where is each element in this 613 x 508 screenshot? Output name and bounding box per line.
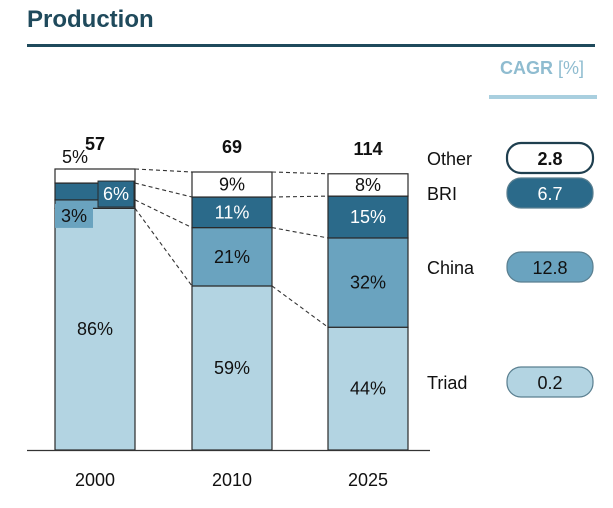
connector-2000-4	[134, 168, 193, 173]
legend-china: China	[427, 258, 475, 278]
bar-2010	[191, 171, 273, 451]
label-2000-bri: 6%	[103, 184, 129, 204]
cagr-pill-triad	[506, 366, 594, 398]
cagr-value-other: 2.8	[537, 149, 562, 169]
cagr-value-triad: 0.2	[537, 373, 562, 393]
connector-2010-2	[271, 227, 329, 239]
label-2025-other: 8%	[355, 175, 381, 195]
callout-2000-china	[55, 203, 93, 228]
x-tick-2010: 2010	[212, 470, 252, 490]
cagr-pill-other	[505, 141, 595, 175]
label-2010-triad: 59%	[214, 358, 250, 378]
label-2010-other: 9%	[219, 175, 245, 195]
callout-2000-bri	[97, 180, 135, 208]
page-title: Production	[27, 6, 154, 33]
cagr-value-china: 12.8	[532, 258, 567, 278]
connector-2010-4	[271, 171, 329, 175]
bar-2010-bri	[191, 196, 273, 229]
total-2025: 114	[353, 139, 382, 159]
connector-2000-1	[134, 208, 193, 287]
bar-2010-china	[191, 227, 273, 287]
label-2000-china: 3%	[61, 206, 87, 226]
legend-bri: BRI	[427, 184, 457, 204]
label-2025-bri: 15%	[350, 207, 386, 227]
legend-other: Other	[427, 149, 472, 169]
total-2000: 57	[85, 134, 105, 154]
label-2025-china: 32%	[350, 273, 386, 293]
bar-2025-triad	[327, 326, 409, 451]
label-2000-triad: 86%	[77, 319, 113, 339]
connector-2010-3	[271, 195, 329, 198]
cagr-pill-china	[506, 251, 594, 283]
connector-2000-2	[134, 199, 193, 229]
bar-2025-other	[327, 173, 409, 197]
total-2010: 69	[222, 137, 242, 157]
cagr-header: CAGR [%]	[486, 58, 598, 79]
label-2025-triad: 44%	[350, 379, 386, 399]
x-tick-2000: 2000	[75, 470, 115, 490]
bar-2025	[327, 173, 409, 451]
bar-2025-bri	[327, 195, 409, 239]
label-2010-china: 21%	[214, 247, 250, 267]
x-tick-2025: 2025	[348, 470, 388, 490]
legend-triad: Triad	[427, 373, 467, 393]
title-rule	[27, 44, 595, 47]
connector-2000-3	[134, 182, 193, 198]
bar-2010-other	[191, 171, 273, 198]
bar-2025-china	[327, 237, 409, 328]
label-2000-other: 5%	[62, 147, 88, 167]
cagr-pill-bri	[506, 177, 594, 209]
connector-2010-1	[271, 285, 329, 328]
cagr-unit: [%]	[558, 58, 585, 78]
cagr-value-bri: 6.7	[537, 184, 562, 204]
cagr-rule	[489, 95, 597, 99]
bar-2000-other	[54, 168, 136, 184]
label-2010-bri: 11%	[215, 202, 250, 222]
cagr-title: CAGR	[499, 58, 553, 78]
